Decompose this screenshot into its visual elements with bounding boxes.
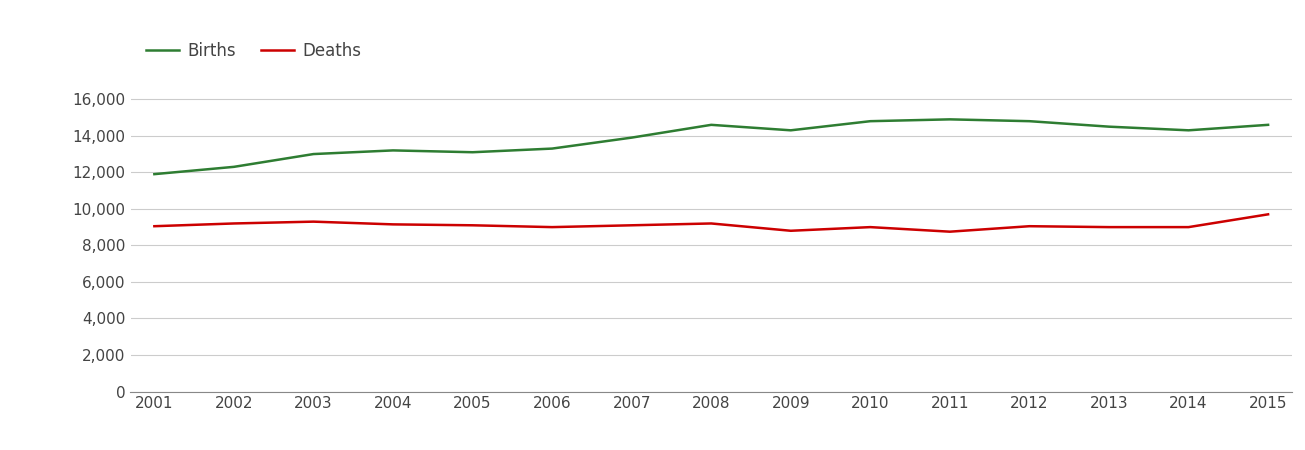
Births — [305, 151, 321, 157]
Deaths — [465, 223, 480, 228]
Deaths — [544, 225, 560, 230]
Deaths — [1101, 225, 1117, 230]
Births — [385, 148, 401, 153]
Legend: Births, Deaths: Births, Deaths — [138, 35, 368, 67]
Deaths — [783, 228, 799, 234]
Births — [1261, 122, 1276, 127]
Deaths — [1022, 224, 1037, 229]
Births — [783, 128, 799, 133]
Births — [942, 117, 958, 122]
Deaths — [1261, 212, 1276, 217]
Births — [1022, 118, 1037, 124]
Deaths — [624, 223, 639, 228]
Births — [624, 135, 639, 140]
Births — [703, 122, 719, 127]
Births — [146, 171, 162, 177]
Line: Births: Births — [154, 119, 1268, 174]
Deaths — [305, 219, 321, 225]
Line: Deaths: Deaths — [154, 214, 1268, 232]
Deaths — [146, 224, 162, 229]
Deaths — [942, 229, 958, 234]
Deaths — [863, 225, 878, 230]
Deaths — [1181, 225, 1197, 230]
Deaths — [385, 222, 401, 227]
Births — [1101, 124, 1117, 129]
Births — [544, 146, 560, 151]
Deaths — [703, 221, 719, 226]
Births — [1181, 128, 1197, 133]
Births — [863, 118, 878, 124]
Births — [465, 149, 480, 155]
Deaths — [226, 221, 241, 226]
Births — [226, 164, 241, 170]
